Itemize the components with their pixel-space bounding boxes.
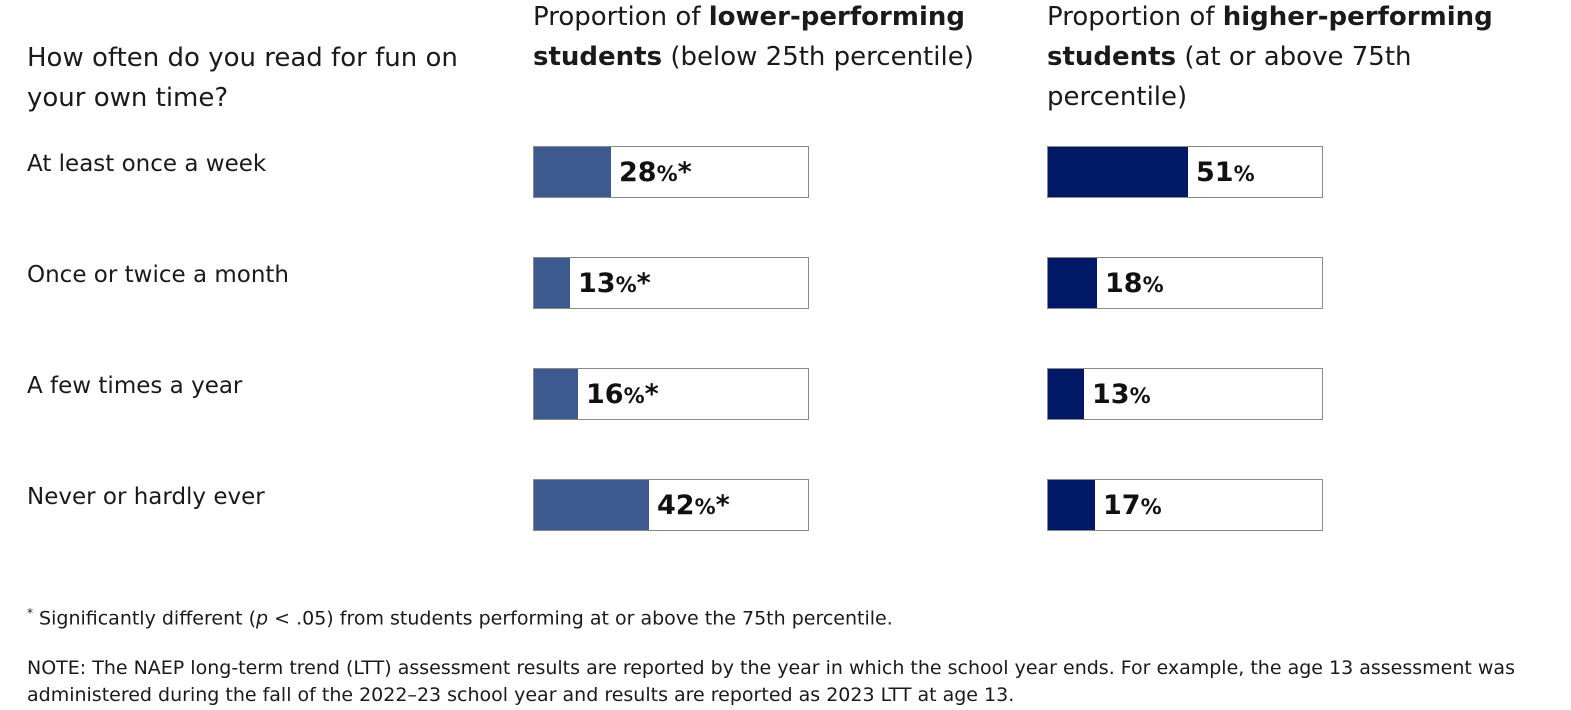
bar-fill <box>534 480 649 530</box>
bar-lower-performing: 13%* <box>533 257 809 309</box>
note-text: NOTE: The NAEP long-term trend (LTT) ass… <box>27 657 1515 706</box>
data-label-percent: % <box>1140 495 1162 519</box>
column-header-suffix: (at or above 75th percentile) <box>1047 42 1412 112</box>
data-label-percent: % <box>623 384 645 408</box>
bar-lower-performing: 42%* <box>533 479 809 531</box>
column-header-lower-performing: Proportion of lower-performing students … <box>533 0 1003 77</box>
column-header-higher-performing: Proportion of higher-performing students… <box>1047 0 1547 117</box>
bar-lower-performing: 16%* <box>533 368 809 420</box>
footnote-text-after: < .05) from students performing at or ab… <box>268 607 893 630</box>
data-label-percent: % <box>694 495 716 519</box>
significance-marker: * <box>677 157 692 188</box>
column-header-prefix: Proportion of <box>533 2 709 32</box>
bar-fill <box>534 369 578 419</box>
bar-fill <box>1048 369 1084 419</box>
data-label: 42%* <box>657 480 730 530</box>
data-label-value: 13 <box>578 268 616 299</box>
data-label: 18% <box>1105 258 1164 308</box>
bar-fill <box>534 147 611 197</box>
bar-higher-performing: 51% <box>1047 146 1323 198</box>
data-label: 28%* <box>619 147 692 197</box>
data-label-percent: % <box>656 162 678 186</box>
data-label-value: 42 <box>657 490 695 521</box>
bar-fill <box>1048 147 1188 197</box>
data-label-value: 18 <box>1105 268 1143 299</box>
column-header-suffix: (below 25th percentile) <box>662 42 974 72</box>
data-label: 13% <box>1092 369 1151 419</box>
category-label: Once or twice a month <box>27 262 290 288</box>
footnote-symbol: * <box>27 606 33 620</box>
data-label-value: 17 <box>1103 490 1141 521</box>
significance-marker: * <box>644 379 659 410</box>
footnote-italic-p: p <box>256 607 269 630</box>
bar-higher-performing: 13% <box>1047 368 1323 420</box>
bar-higher-performing: 18% <box>1047 257 1323 309</box>
column-header-prefix: Proportion of <box>1047 2 1223 32</box>
data-label-value: 51 <box>1196 157 1234 188</box>
category-label: A few times a year <box>27 373 243 399</box>
bar-lower-performing: 28%* <box>533 146 809 198</box>
category-label: Never or hardly ever <box>27 484 265 510</box>
data-label: 13%* <box>578 258 651 308</box>
data-label-value: 28 <box>619 157 657 188</box>
column-header-bold: lower-performing students <box>533 2 965 72</box>
column-header-bold: higher-performing students <box>1047 2 1493 72</box>
data-label: 17% <box>1103 480 1162 530</box>
category-label: At least once a week <box>27 151 267 177</box>
question-heading: How often do you read for fun on your ow… <box>27 43 458 113</box>
data-label-percent: % <box>1233 162 1255 186</box>
significance-marker: * <box>636 268 651 299</box>
significance-marker: * <box>715 490 730 521</box>
data-label-percent: % <box>1129 384 1151 408</box>
bar-fill <box>1048 258 1097 308</box>
data-label-percent: % <box>615 273 637 297</box>
bar-higher-performing: 17% <box>1047 479 1323 531</box>
significance-footnote: * Significantly different (p < .05) from… <box>27 600 893 631</box>
data-label-percent: % <box>1142 273 1164 297</box>
data-label: 16%* <box>586 369 659 419</box>
data-label-value: 13 <box>1092 379 1130 410</box>
bar-fill <box>534 258 570 308</box>
bar-fill <box>1048 480 1095 530</box>
data-label: 51% <box>1196 147 1255 197</box>
footnote-text-before: Significantly different ( <box>33 607 257 630</box>
data-label-value: 16 <box>586 379 624 410</box>
